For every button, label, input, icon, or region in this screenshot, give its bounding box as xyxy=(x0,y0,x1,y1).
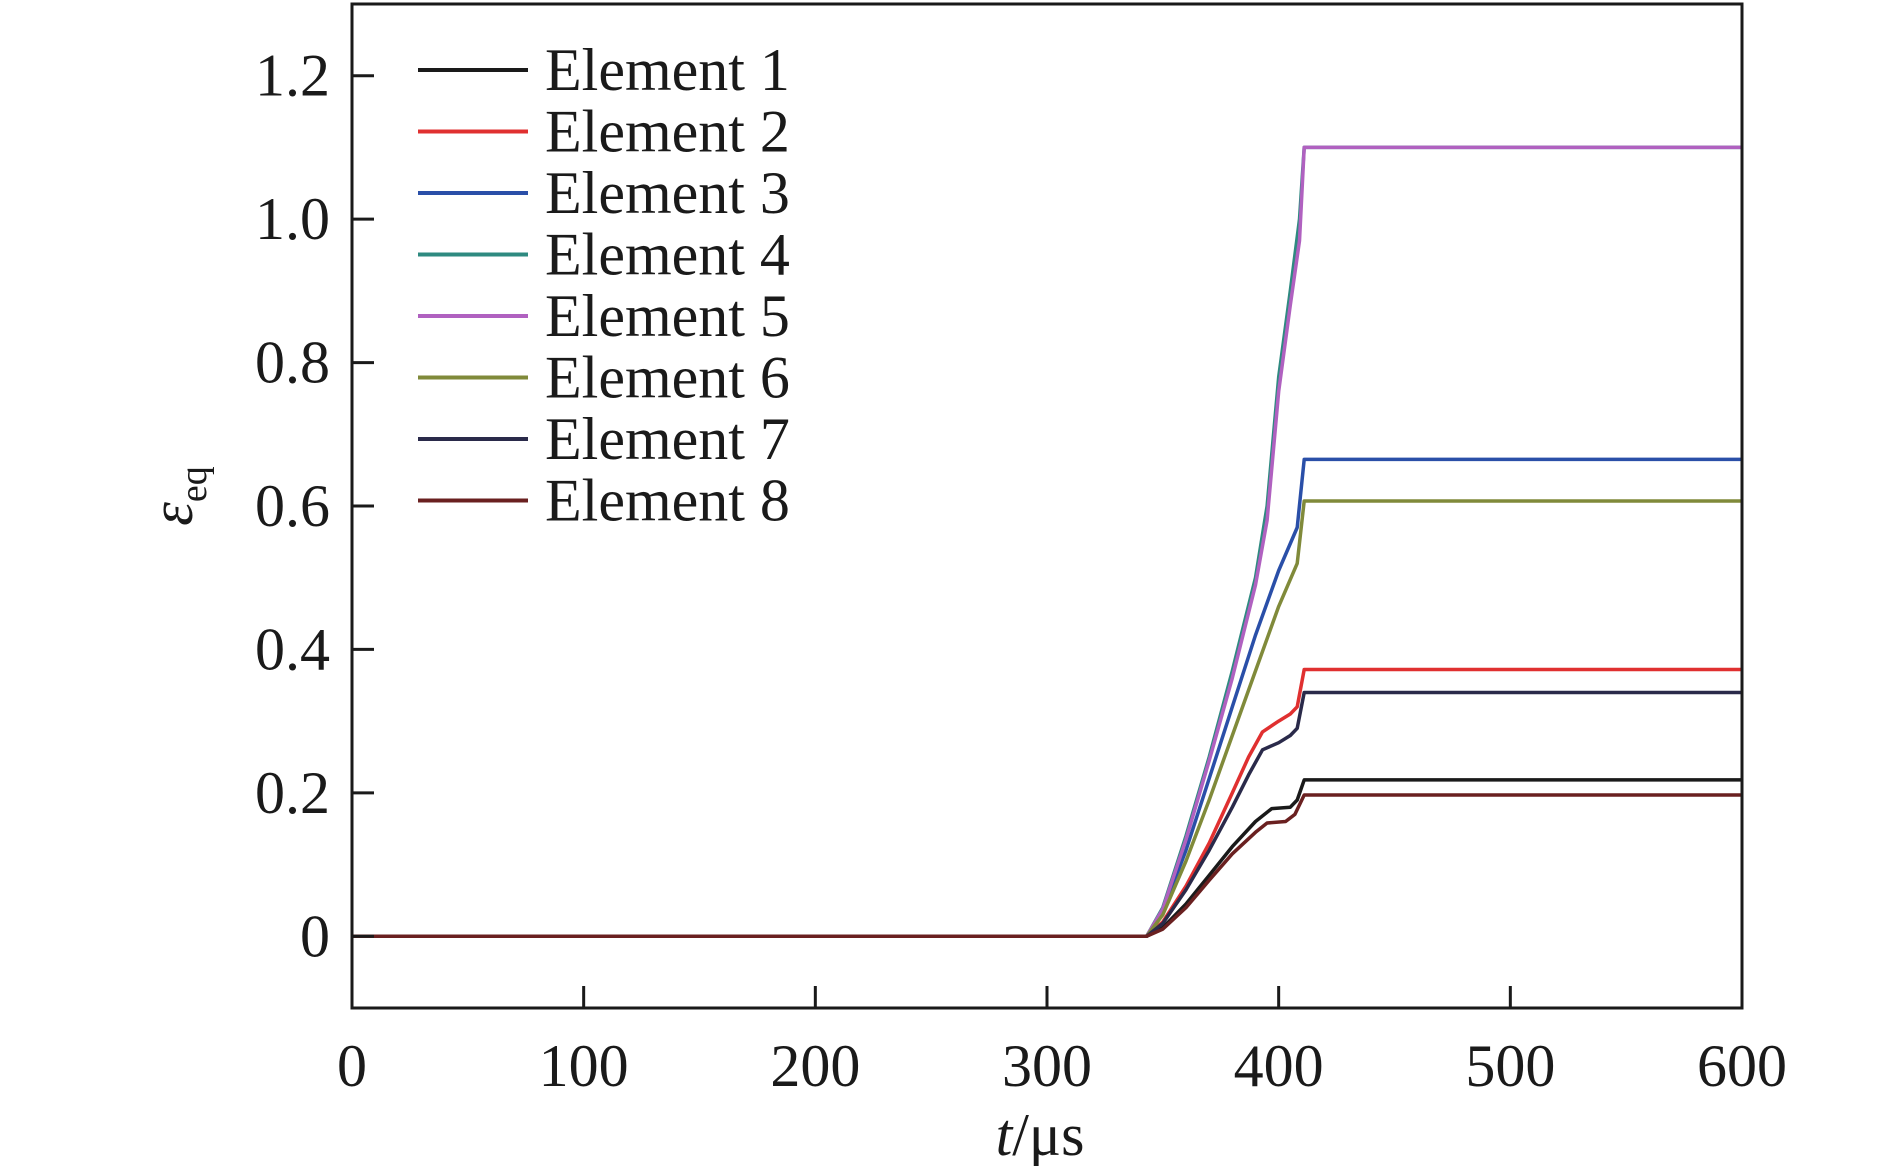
x-axis-title: t/μs xyxy=(996,1102,1085,1166)
series-line-1 xyxy=(352,778,1742,939)
series-line-5 xyxy=(352,145,1742,939)
legend-label: Element 4 xyxy=(545,222,790,288)
y-tick-label: 0.2 xyxy=(255,760,330,826)
series-line-6 xyxy=(352,499,1742,939)
y-axis: 0 0.2 0.4 0.6 0.8 1.0 1.2 xyxy=(255,43,374,969)
x-axis: 0 100 200 300 400 500 600 xyxy=(337,986,1787,1099)
series-line-8 xyxy=(352,793,1742,939)
series-line-2 xyxy=(352,667,1742,939)
y-tick-label: 0.6 xyxy=(255,473,330,539)
legend-label: Element 2 xyxy=(545,99,790,165)
y-tick-label: 1.0 xyxy=(255,186,330,252)
x-axis-var: t xyxy=(996,1102,1014,1166)
y-tick-label: 1.2 xyxy=(255,43,330,109)
y-tick-label: 0.4 xyxy=(255,616,330,682)
legend-label: Element 5 xyxy=(545,283,790,349)
x-tick-label: 500 xyxy=(1465,1033,1555,1099)
series-line-7 xyxy=(352,690,1742,939)
y-axis-title: εeq xyxy=(139,466,215,526)
legend-label: Element 8 xyxy=(545,468,790,534)
series-layer xyxy=(352,145,1742,939)
x-axis-unit: /μs xyxy=(1012,1102,1084,1166)
x-tick-label: 600 xyxy=(1697,1033,1787,1099)
x-tick-label: 100 xyxy=(539,1033,629,1099)
y-axis-sub: eq xyxy=(173,466,215,502)
legend-label: Element 3 xyxy=(545,160,790,226)
x-tick-label: 300 xyxy=(1002,1033,1092,1099)
y-tick-label: 0 xyxy=(300,903,330,969)
legend-label: Element 7 xyxy=(545,406,790,472)
legend-label: Element 6 xyxy=(545,345,790,411)
y-axis-var: ε xyxy=(139,502,205,526)
y-tick-label: 0.8 xyxy=(255,330,330,396)
x-tick-label: 0 xyxy=(337,1033,367,1099)
legend-label: Element 1 xyxy=(545,37,790,103)
x-tick-label: 400 xyxy=(1234,1033,1324,1099)
x-tick-label: 200 xyxy=(770,1033,860,1099)
